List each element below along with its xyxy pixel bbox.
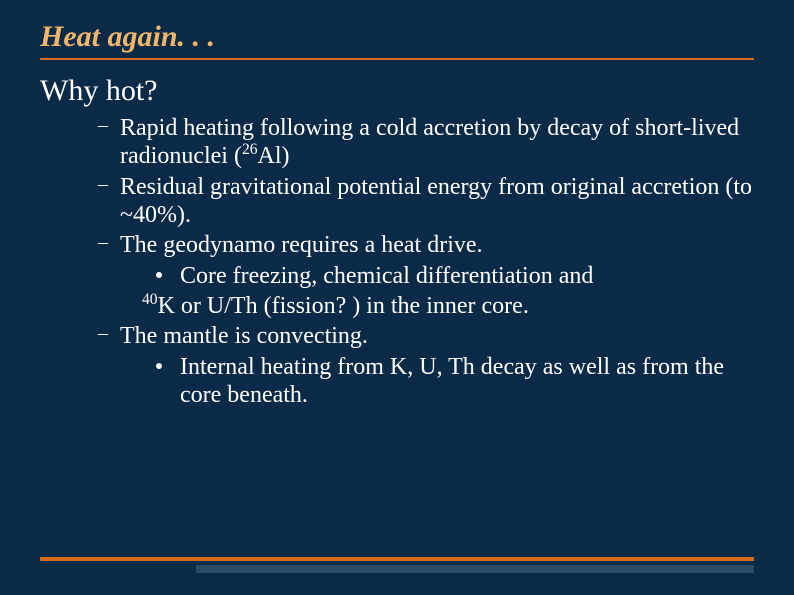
list-item-text: The geodynamo requires a heat drive.	[120, 232, 483, 258]
dash-icon: –	[98, 173, 108, 197]
bullet-list: – Rapid heating following a cold accreti…	[98, 114, 754, 409]
sub-list-item: Internal heating from K, U, Th decay as …	[120, 353, 754, 410]
bullet-icon	[156, 272, 162, 278]
slide-title: Heat again. . .	[40, 20, 754, 54]
sub-list-item-continuation: 40K or U/Th (fission? ) in the inner cor…	[120, 292, 754, 320]
dash-icon: –	[98, 322, 108, 346]
list-item: – Residual gravitational potential energ…	[98, 173, 754, 230]
list-item-text: Residual gravitational potential energy …	[120, 174, 752, 228]
sub-list-item-text: Core freezing, chemical differentiation …	[180, 263, 593, 289]
list-item: – The mantle is convecting. Internal hea…	[98, 322, 754, 409]
bullet-icon	[156, 363, 162, 369]
slide-subheading: Why hot?	[40, 74, 754, 108]
dash-icon: –	[98, 114, 108, 138]
dash-icon: –	[98, 231, 108, 255]
slide: Heat again. . . Why hot? – Rapid heating…	[0, 0, 794, 595]
list-item: – The geodynamo requires a heat drive. C…	[98, 231, 754, 320]
list-item-text: Rapid heating following a cold accretion…	[120, 115, 739, 169]
footer-shadow-bar	[196, 565, 754, 573]
list-item: – Rapid heating following a cold accreti…	[98, 114, 754, 171]
title-underline	[40, 58, 754, 60]
sub-list-item: Core freezing, chemical differentiation …	[120, 262, 754, 290]
sub-list-item-text: Internal heating from K, U, Th decay as …	[180, 354, 724, 408]
footer-accent-bar	[40, 557, 754, 561]
list-item-text: The mantle is convecting.	[120, 323, 368, 349]
